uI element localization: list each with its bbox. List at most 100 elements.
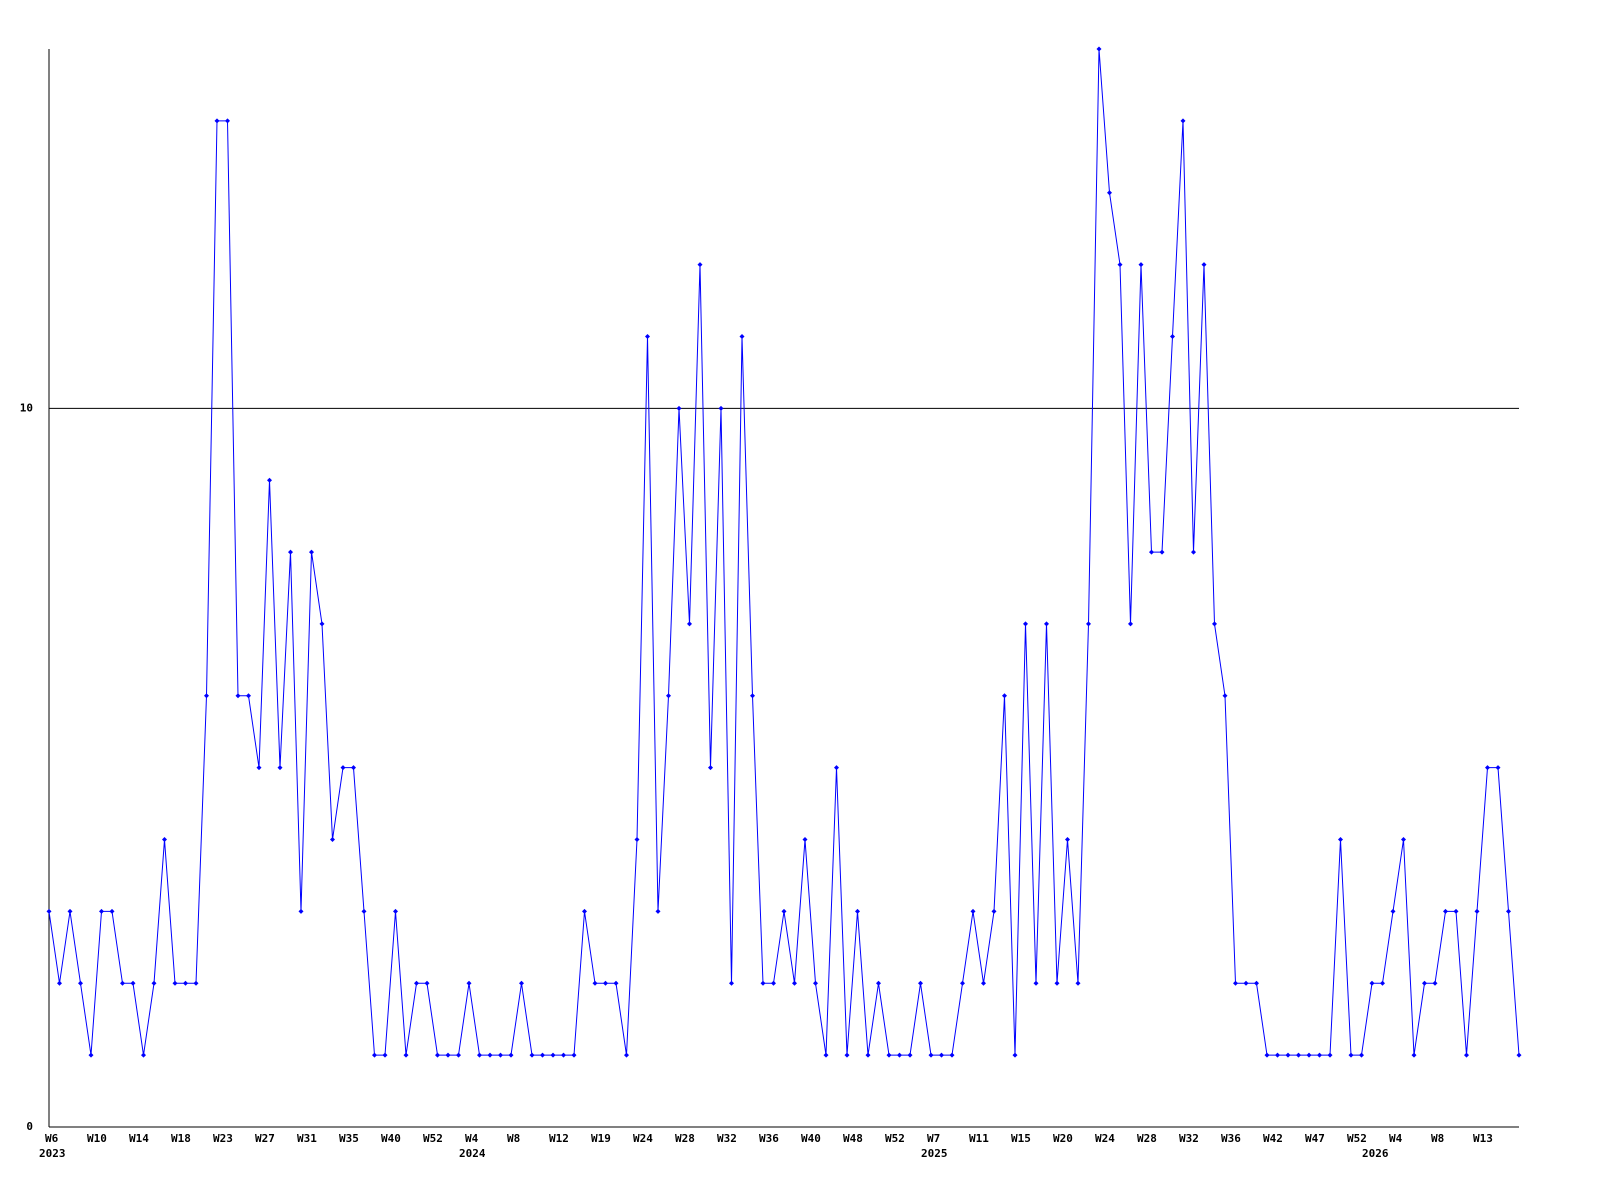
data-point	[855, 908, 860, 914]
x-year-label: 2025	[921, 1147, 948, 1160]
data-point	[1411, 1052, 1417, 1058]
data-point	[498, 1052, 503, 1058]
data-point	[1201, 262, 1207, 268]
data-point	[582, 908, 587, 914]
data-point	[666, 693, 671, 699]
data-point	[981, 980, 986, 986]
data-point	[141, 1052, 146, 1058]
data-point	[78, 980, 83, 986]
x-tick-label: W52	[1347, 1132, 1367, 1145]
x-tick-label: W32	[717, 1132, 737, 1145]
data-point	[1275, 1052, 1280, 1058]
data-point	[928, 1052, 934, 1058]
data-point	[949, 1052, 955, 1058]
data-point	[1159, 549, 1165, 555]
data-point	[372, 1052, 377, 1058]
data-point	[151, 980, 157, 986]
data-point	[1002, 693, 1007, 699]
data-point	[1149, 549, 1154, 555]
x-tick-label: W13	[1473, 1132, 1493, 1145]
data-point	[1369, 980, 1375, 986]
data-point	[319, 621, 325, 627]
data-point	[1464, 1052, 1469, 1058]
data-point	[1075, 980, 1081, 986]
data-point	[771, 980, 776, 986]
data-point	[540, 1052, 545, 1058]
x-tick-label: W18	[171, 1132, 191, 1145]
x-tick-label: W19	[591, 1132, 611, 1145]
data-point	[1222, 693, 1228, 699]
data-point	[1054, 980, 1060, 986]
x-tick-label: W52	[423, 1132, 443, 1145]
data-point	[1233, 980, 1238, 986]
x-tick-label: W52	[885, 1132, 905, 1145]
x-tick-label: W6	[45, 1132, 59, 1145]
data-point	[130, 980, 136, 986]
data-point	[214, 118, 220, 124]
data-point	[340, 765, 346, 771]
data-point	[235, 693, 241, 699]
data-point	[792, 980, 797, 986]
x-tick-label: W10	[87, 1132, 107, 1145]
data-point	[634, 837, 640, 843]
data-point	[487, 1052, 493, 1058]
x-tick-label: W11	[969, 1132, 989, 1145]
x-tick-label: W28	[675, 1132, 695, 1145]
data-point	[624, 1052, 629, 1058]
x-tick-label: W24	[633, 1132, 653, 1145]
x-tick-label: W31	[297, 1132, 317, 1145]
data-point	[708, 765, 713, 771]
data-point	[844, 1052, 850, 1058]
data-point	[760, 980, 766, 986]
x-tick-label: W4	[1389, 1132, 1403, 1145]
data-point	[1359, 1052, 1364, 1058]
data-point	[865, 1052, 871, 1058]
data-point	[57, 980, 62, 986]
x-tick-label: W42	[1263, 1132, 1283, 1145]
data-point	[655, 908, 661, 914]
data-point	[970, 908, 976, 914]
data-point	[645, 333, 650, 339]
data-point	[529, 1052, 535, 1058]
data-point	[876, 980, 881, 986]
data-point	[1086, 621, 1091, 627]
data-point	[183, 980, 188, 986]
x-tick-label: W47	[1305, 1132, 1325, 1145]
data-point	[120, 980, 125, 986]
data-point	[739, 333, 745, 339]
data-point	[1327, 1052, 1333, 1058]
data-point	[991, 908, 997, 914]
data-point	[729, 980, 734, 986]
data-point	[1401, 837, 1406, 843]
data-point	[298, 908, 304, 914]
x-tick-label: W40	[801, 1132, 821, 1145]
x-tick-label: W36	[1221, 1132, 1241, 1145]
data-point	[351, 765, 356, 771]
data-point	[897, 1052, 902, 1058]
data-point	[424, 980, 430, 986]
data-point	[330, 837, 335, 843]
data-point	[1107, 190, 1112, 196]
data-point	[466, 980, 472, 986]
data-line	[48, 48, 1520, 1056]
x-tick-label: W7	[927, 1132, 940, 1145]
data-point	[1117, 262, 1123, 268]
data-point	[592, 980, 598, 986]
y-tick-label: 0	[26, 1120, 33, 1133]
data-point	[1128, 621, 1133, 627]
data-point	[1348, 1052, 1354, 1058]
data-point	[1443, 908, 1448, 914]
data-point	[1432, 980, 1438, 986]
data-point	[1306, 1052, 1312, 1058]
data-point	[1390, 908, 1396, 914]
data-point	[225, 118, 230, 124]
data-point	[1096, 46, 1102, 52]
x-tick-label: W8	[1431, 1132, 1444, 1145]
x-tick-label: W4	[465, 1132, 479, 1145]
data-point	[781, 908, 787, 914]
data-point	[393, 908, 398, 914]
data-point	[1065, 837, 1070, 843]
data-point	[1317, 1052, 1322, 1058]
data-point	[571, 1052, 577, 1058]
